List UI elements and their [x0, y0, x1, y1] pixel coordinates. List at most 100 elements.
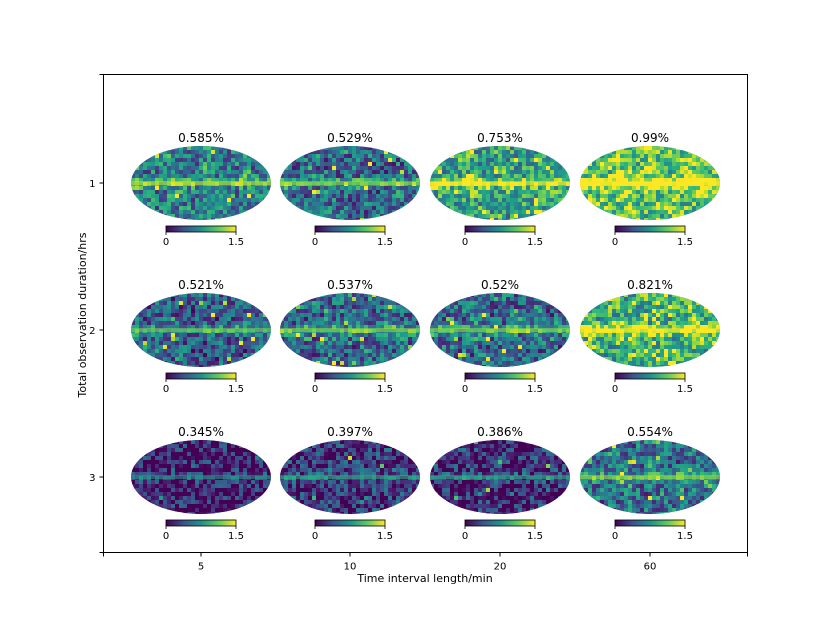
map-pixel: [688, 186, 692, 190]
map-pixel: [151, 309, 155, 313]
map-pixel: [368, 325, 372, 329]
map-pixel: [344, 154, 348, 158]
map-pixel: [542, 166, 546, 170]
map-pixel: [163, 297, 167, 301]
map-pixel: [183, 353, 187, 357]
map-pixel: [356, 313, 360, 317]
map-pixel: [332, 174, 336, 178]
map-pixel: [648, 190, 652, 194]
map-pixel: [352, 206, 356, 210]
map-pixel: [328, 293, 332, 297]
map-pixel: [600, 345, 604, 349]
map-pixel: [344, 365, 348, 367]
map-pixel: [340, 214, 344, 218]
map-pixel: [592, 162, 596, 166]
map-pixel: [239, 496, 243, 500]
map-pixel: [364, 170, 368, 174]
map-pixel: [408, 345, 412, 349]
map-pixel: [474, 194, 478, 198]
map-pixel: [632, 178, 636, 182]
map-pixel: [179, 166, 183, 170]
map-pixel: [518, 353, 522, 357]
map-pixel: [263, 170, 267, 174]
map-pixel: [498, 353, 502, 357]
map-pixel: [255, 337, 259, 341]
map-pixel: [163, 337, 167, 341]
map-pixel: [538, 333, 542, 337]
map-pixel: [227, 480, 231, 484]
map-pixel: [396, 309, 400, 313]
map-pixel: [368, 206, 372, 210]
map-pixel: [239, 202, 243, 206]
map-panel: 0.821%0 1.5: [580, 278, 720, 395]
map-pixel: [344, 313, 348, 317]
map-pixel: [348, 297, 352, 301]
map-pixel: [430, 190, 434, 194]
map-pixel: [688, 178, 692, 182]
map-pixel: [396, 345, 400, 349]
map-pixel: [239, 305, 243, 309]
map-pixel: [199, 337, 203, 341]
map-pixel: [280, 321, 284, 325]
map-pixel: [608, 309, 612, 313]
map-pixel: [284, 345, 288, 349]
map-pixel: [676, 321, 680, 325]
map-pixel: [207, 154, 211, 158]
map-pixel: [656, 345, 660, 349]
map-pixel: [542, 349, 546, 353]
map-pixel: [364, 325, 368, 329]
map-pixel: [458, 301, 462, 305]
map-pixel: [676, 166, 680, 170]
map-pixel: [159, 492, 163, 496]
map-pixel: [652, 170, 656, 174]
map-pixel: [616, 301, 620, 305]
map-pixel: [312, 353, 316, 357]
map-pixel: [203, 337, 207, 341]
map-pixel: [704, 321, 708, 325]
map-pixel: [396, 349, 400, 353]
map-pixel: [442, 202, 446, 206]
map-pixel: [352, 158, 356, 162]
map-pixel: [526, 317, 530, 321]
map-pixel: [506, 158, 510, 162]
map-pixel: [684, 333, 688, 337]
map-pixel: [191, 468, 195, 472]
map-pixel: [408, 202, 412, 206]
map-pixel: [608, 150, 612, 154]
map-pixel: [490, 333, 494, 337]
map-pixel: [416, 321, 420, 325]
map-pixel: [183, 186, 187, 190]
map-pixel: [546, 162, 550, 166]
map-pixel: [632, 206, 636, 210]
map-pixel: [348, 194, 352, 198]
map-pixel: [360, 210, 364, 214]
map-pixel: [604, 206, 608, 210]
map-pixel: [255, 472, 259, 476]
map-pixel: [255, 166, 259, 170]
map-pixel: [267, 321, 271, 325]
map-pixel: [616, 353, 620, 357]
map-pixel: [320, 349, 324, 353]
map-pixel: [376, 154, 380, 158]
map-pixel: [438, 162, 442, 166]
map-pixel: [139, 178, 143, 182]
map-pixel: [215, 440, 219, 444]
map-pixel: [219, 508, 223, 512]
map-pixel: [316, 162, 320, 166]
map-pixel: [207, 512, 211, 514]
map-pixel: [514, 365, 518, 367]
map-pixel: [474, 154, 478, 158]
map-pixel: [211, 154, 215, 158]
map-pixel: [554, 341, 558, 345]
map-pixel: [135, 484, 139, 488]
map-pixel: [494, 174, 498, 178]
map-pixel: [175, 198, 179, 202]
map-pixel: [392, 337, 396, 341]
map-pixel: [259, 309, 263, 313]
map-pixel: [644, 313, 648, 317]
map-pixel: [704, 166, 708, 170]
map-pixel: [199, 174, 203, 178]
map-pixel: [167, 492, 171, 496]
map-pixel: [592, 158, 596, 162]
map-pixel: [652, 345, 656, 349]
